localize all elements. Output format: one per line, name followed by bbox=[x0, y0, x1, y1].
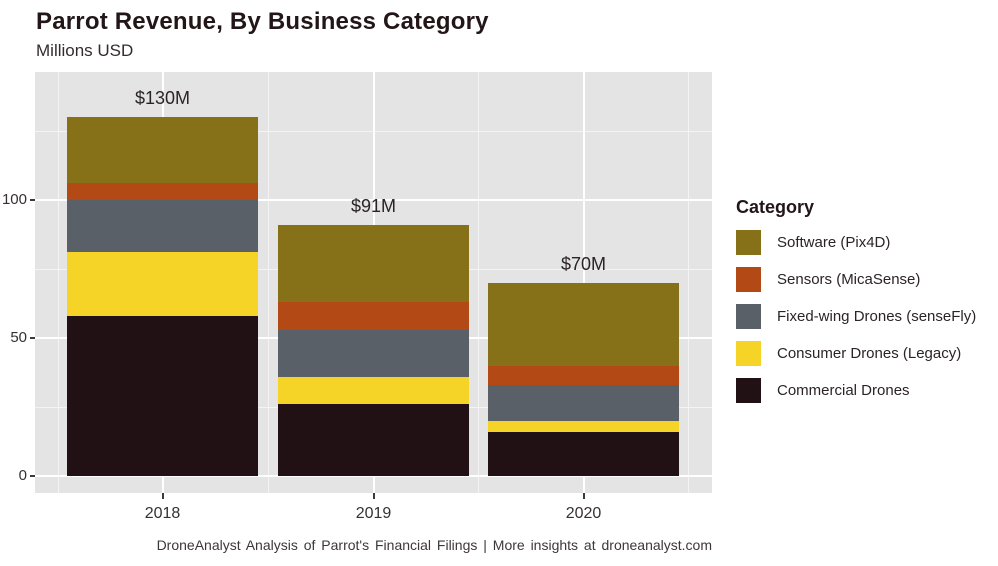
bar-segment bbox=[488, 420, 679, 432]
bar-segment bbox=[67, 315, 258, 476]
legend-title: Category bbox=[736, 197, 815, 217]
bar-segment bbox=[67, 117, 258, 184]
legend-item: Fixed-wing Drones (senseFly) bbox=[736, 304, 996, 329]
x-tick-label: 2020 bbox=[565, 505, 602, 522]
legend-swatch bbox=[736, 267, 761, 292]
gridline-minor bbox=[268, 72, 269, 493]
x-tick-label: 2019 bbox=[355, 505, 392, 522]
legend-item: Consumer Drones (Legacy) bbox=[736, 341, 996, 366]
chart-title: Parrot Revenue, By Business Category bbox=[36, 8, 489, 35]
chart-subtitle: Millions USD bbox=[36, 41, 134, 60]
bar-segment bbox=[67, 252, 258, 316]
legend-item-label: Commercial Drones bbox=[777, 382, 910, 399]
legend-swatch bbox=[736, 341, 761, 366]
legend-item-label: Sensors (MicaSense) bbox=[777, 271, 921, 288]
source-caption: DroneAnalyst Analysis of Parrot's Financ… bbox=[156, 537, 712, 553]
legend-swatch bbox=[736, 304, 761, 329]
bar-segment bbox=[278, 329, 469, 377]
gridline-minor bbox=[688, 72, 689, 493]
x-tick-mark bbox=[582, 493, 585, 499]
legend-swatch bbox=[736, 230, 761, 255]
bar-segment bbox=[278, 404, 469, 476]
y-tick-mark bbox=[30, 337, 35, 339]
plot-panel: $130M $91M $70M bbox=[35, 72, 712, 493]
bar-total-label: $91M bbox=[350, 195, 397, 216]
y-tick-label: 0 bbox=[18, 467, 27, 484]
bar-segment bbox=[278, 302, 469, 330]
legend-rows: Software (Pix4D) Sensors (MicaSense) Fixed… bbox=[736, 230, 996, 403]
legend-swatch bbox=[736, 378, 761, 403]
bar-total-label: $70M bbox=[560, 253, 607, 274]
y-tick-mark bbox=[30, 199, 35, 201]
legend-item-label: Consumer Drones (Legacy) bbox=[777, 345, 962, 362]
gridline-minor bbox=[478, 72, 479, 493]
bar-segment bbox=[278, 224, 469, 303]
bar-total-label: $130M bbox=[134, 88, 191, 109]
x-tick-mark bbox=[372, 493, 375, 499]
x-tick-mark bbox=[161, 493, 164, 499]
gridline-major bbox=[582, 72, 585, 493]
y-tick-mark bbox=[30, 475, 35, 477]
bar-segment bbox=[488, 282, 679, 366]
bar-segment bbox=[278, 376, 469, 405]
bar-segment bbox=[488, 365, 679, 385]
bar-segment bbox=[488, 384, 679, 421]
legend-item: Sensors (MicaSense) bbox=[736, 267, 996, 292]
x-tick-label: 2018 bbox=[144, 505, 181, 522]
bar-segment bbox=[488, 431, 679, 476]
legend-item: Software (Pix4D) bbox=[736, 230, 996, 255]
legend: Category Software (Pix4D) Sensors (MicaSe… bbox=[736, 197, 996, 415]
bar-segment bbox=[67, 183, 258, 200]
y-tick-label: 50 bbox=[10, 329, 27, 346]
gridline-minor bbox=[58, 72, 59, 493]
legend-item-label: Software (Pix4D) bbox=[777, 234, 891, 251]
bar-segment bbox=[67, 200, 258, 253]
y-tick-label: 100 bbox=[1, 191, 27, 208]
legend-item: Commercial Drones bbox=[736, 378, 996, 403]
legend-item-label: Fixed-wing Drones (senseFly) bbox=[777, 308, 977, 325]
